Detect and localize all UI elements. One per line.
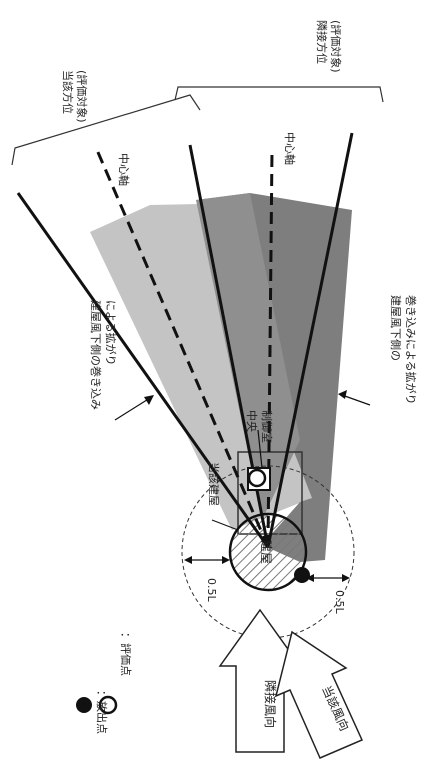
legend-evaluation-symbol — [98, 695, 118, 715]
release-point — [294, 567, 310, 583]
label-current-direction-2: (評価対象) — [75, 70, 89, 123]
dim-left-head-b — [222, 556, 230, 564]
leader-control-room — [257, 429, 263, 469]
label-target-building: 当該建屋 — [207, 462, 221, 506]
building-circle — [228, 512, 308, 592]
bracket-adjacent — [174, 86, 384, 103]
leader-left-head — [144, 395, 154, 405]
leader-left — [114, 397, 151, 421]
sector-line-1 — [16, 192, 270, 548]
wind-arrow-current — [274, 630, 363, 759]
label-adjacent-direction-1: 隣接方位 — [315, 20, 329, 64]
label-spread-right-2: 巻き込みによる拡がり — [404, 295, 418, 405]
wind-arrow-adjacent — [218, 608, 302, 753]
label-spread-left-1: 建屋風下側の巻き込み — [89, 300, 103, 410]
label-spread-right-1: 建屋風下側の — [389, 295, 403, 361]
label-center-axis-right: 中心軸 — [283, 132, 297, 165]
sector-line-3 — [266, 132, 354, 548]
label-control-room-2: 制御室 — [260, 410, 274, 443]
leader-target-building — [211, 519, 239, 531]
label-current-direction-1: 当該方位 — [61, 70, 75, 114]
leader-right — [341, 394, 371, 406]
label-half-l-left: 0.5L — [205, 578, 218, 602]
label-spread-left-2: による拡がり — [104, 300, 118, 366]
bracket-current — [11, 94, 201, 166]
evaluation-point — [247, 468, 267, 488]
label-wind-adjacent: 隣接風向 — [263, 680, 278, 728]
label-center-axis-left: 中心軸 — [117, 153, 131, 186]
label-legend-evaluation: ：評価点 — [119, 632, 133, 676]
label-legend-release: ：放出点 — [95, 690, 109, 734]
leader-right-head — [338, 390, 347, 399]
dim-right-head-a — [306, 574, 314, 582]
legend-release-symbol — [76, 697, 92, 713]
label-building: 建屋 — [259, 540, 273, 564]
label-half-l-right: 0.5L — [333, 590, 346, 614]
label-control-room-1: 中央 — [245, 410, 258, 432]
label-adjacent-direction-2: (評価対象) — [329, 20, 343, 73]
dim-right-head-b — [342, 574, 350, 582]
dim-left-head-a — [184, 556, 192, 564]
spread-overlap — [196, 193, 300, 520]
center-axis-line-left — [95, 149, 270, 548]
